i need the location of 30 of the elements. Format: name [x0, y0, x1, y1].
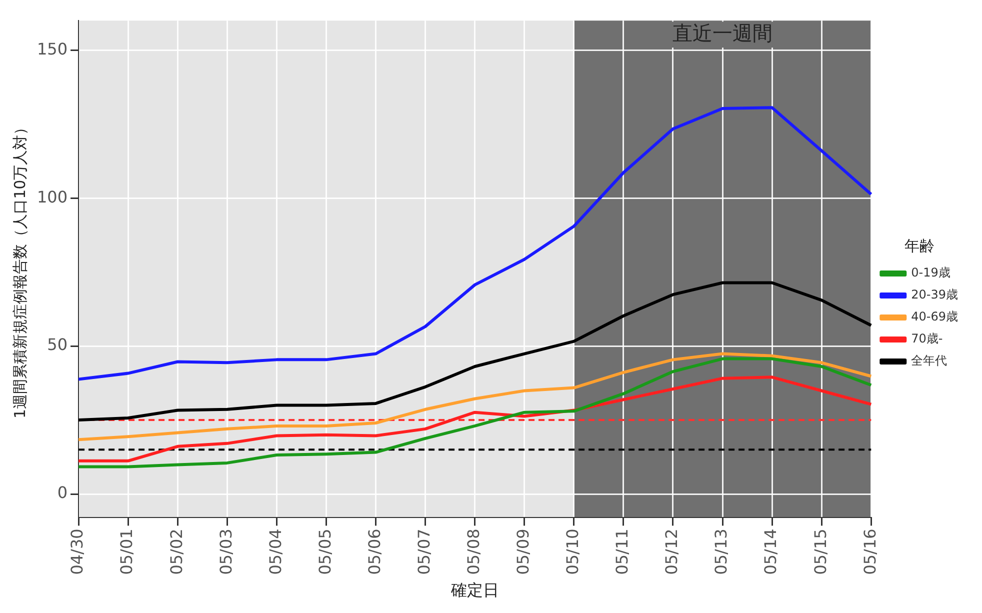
y-tick-label: 0	[57, 483, 68, 502]
x-tick-label: 05/11	[612, 528, 632, 575]
x-tick-label: 05/07	[414, 528, 434, 575]
legend-label: 20-39歳	[911, 288, 958, 302]
x-tick-label: 05/03	[216, 528, 236, 575]
y-tick-label: 50	[47, 335, 68, 354]
x-tick-label: 05/02	[166, 528, 186, 575]
x-axis-title: 確定日	[450, 580, 499, 600]
y-tick-label: 150	[36, 39, 68, 58]
band-label: 直近一週間	[672, 20, 773, 45]
y-tick-label: 100	[36, 187, 68, 206]
x-tick-label: 05/05	[315, 528, 334, 575]
x-tick-label: 04/30	[68, 528, 87, 575]
x-tick-label: 05/01	[117, 528, 136, 575]
y-axis-title: 1週間累積新規症例報告数（人口10万人対）	[10, 120, 29, 418]
x-tick-label: 05/08	[464, 528, 483, 575]
x-tick-label: 05/04	[266, 528, 285, 575]
x-tick-label: 05/09	[514, 528, 533, 575]
x-tick-label: 05/10	[563, 528, 582, 575]
legend-label: 0-19歳	[911, 266, 950, 280]
x-tick-label: 05/16	[860, 528, 880, 575]
x-tick-label: 05/13	[712, 528, 731, 575]
x-tick-label: 05/12	[662, 528, 682, 575]
x-tick-label: 05/06	[364, 528, 384, 575]
x-tick-label: 05/14	[761, 528, 780, 575]
x-tick-label: 05/15	[810, 528, 830, 575]
legend-title: 年齢	[904, 236, 935, 255]
legend-label: 全年代	[911, 354, 948, 368]
legend-label: 70歳-	[911, 332, 943, 346]
legend-label: 40-69歳	[911, 310, 958, 324]
